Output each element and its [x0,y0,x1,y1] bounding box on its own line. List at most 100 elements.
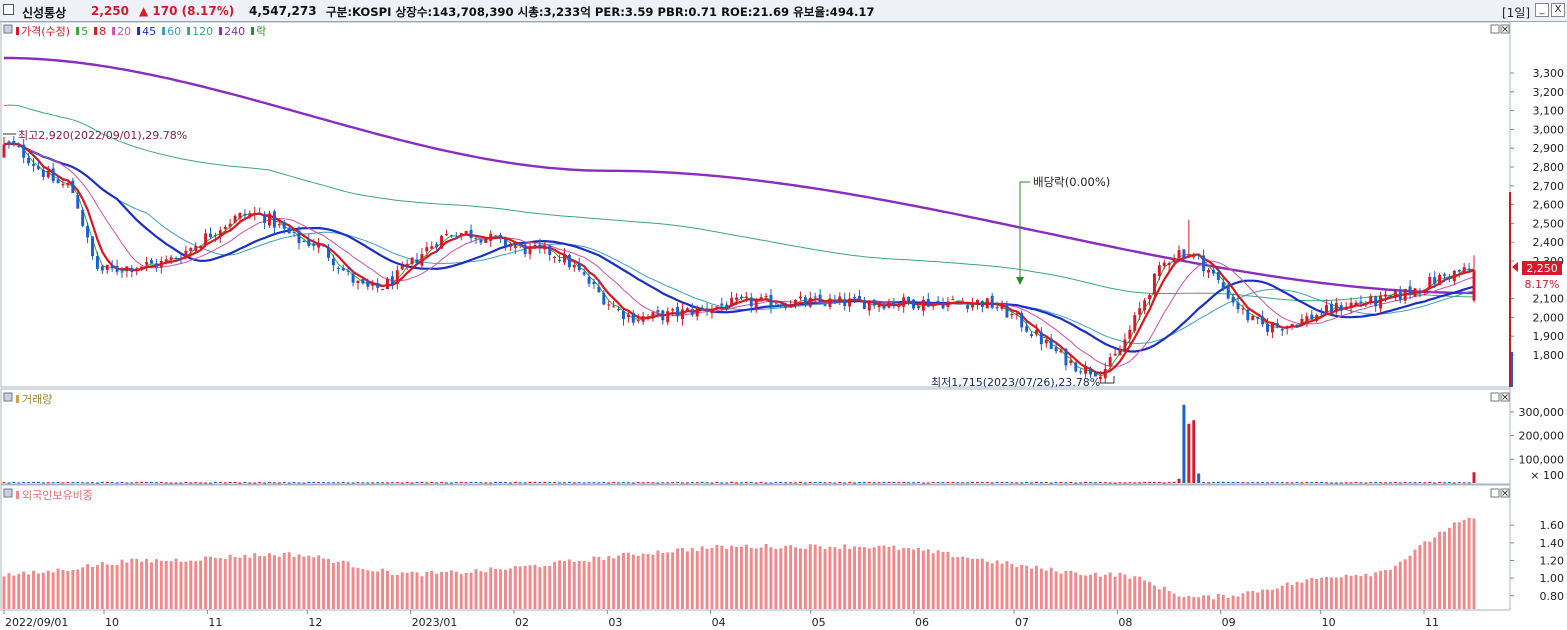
volume-bar [774,482,778,484]
candle-body [572,265,576,268]
foreign-ratio-bar [1364,573,1368,609]
volume-bar [105,481,109,483]
volume-bar [115,482,119,484]
panel-close-icon[interactable] [1500,488,1510,498]
candle-body [179,258,183,260]
foreign-ratio-bar [990,563,994,609]
volume-bar [1059,481,1063,483]
candle-body [1079,371,1083,373]
foreign-tick-label: 1.40 [1540,537,1565,550]
panel-menu-icon[interactable] [3,392,13,402]
foreign-ratio-bar [739,546,743,609]
candle-body [297,230,301,244]
foreign-ratio-bar [1089,574,1092,609]
candle-body [366,280,370,287]
candle-body [287,227,291,234]
candle [1270,322,1274,338]
foreign-ratio-bar [872,547,876,609]
candle [184,245,188,260]
foreign-ratio-bar [1374,572,1378,609]
candle-body [936,300,940,303]
foreign-ratio-bar [562,561,566,609]
candle [233,214,237,224]
candle [435,241,439,253]
candle-body [135,268,139,270]
volume-bar [1138,482,1142,484]
candle-body [612,306,616,308]
candle-body [1315,315,1319,321]
candle-body [528,246,532,255]
volume-bar [110,482,114,484]
foreign-ratio-bar [848,548,852,609]
candle-body [1020,312,1024,328]
volume-bar [636,482,640,484]
foreign-ratio-bar [607,556,611,609]
foreign-ratio-bar [1359,576,1363,609]
candle-body [445,234,448,236]
volume-bar [22,482,26,484]
volume-bar [1364,482,1368,484]
panel-menu-icon[interactable] [3,24,13,34]
candle [671,307,675,317]
foreign-ratio-bar [1236,596,1240,609]
candle [228,218,232,231]
candle-body [86,225,90,238]
checkbox[interactable] [3,4,14,15]
volume-bar [1172,481,1176,483]
panel-close-icon[interactable] [1500,24,1510,34]
stock-chart[interactable]: 가격(수정) 5 8 20 45 60 120 240 락 최고2,920(2022/09/01… [0,22,1567,630]
volume-bar [184,481,188,483]
foreign-ratio-bar [1034,565,1038,609]
candle [828,293,832,310]
volume-bar [1447,482,1451,484]
candle [479,238,483,246]
candle-body [1423,289,1427,292]
panel-close-icon[interactable] [1500,392,1510,402]
foreign-ratio-bar [489,567,493,609]
candle [86,222,90,244]
volume-bar [307,481,311,483]
candle-body [1025,326,1029,332]
candle [420,248,424,269]
volume-bars [2,404,1476,484]
current-price-badge [1522,261,1562,275]
foreign-ratio-bar [1020,564,1024,609]
stock-info: 구분:KOSPI 상장수:143,708,390 시총:3,233억 PER:3… [326,5,875,19]
candle [22,138,26,164]
candle-body [558,259,562,261]
volume-bar [135,482,139,484]
minimize-button[interactable]: _ [1535,3,1549,17]
foreign-ratio-bar [351,567,355,609]
panel-menu-icon[interactable] [3,488,13,498]
foreign-ratio-bar [1369,576,1373,609]
panel-maximize-icon[interactable] [1490,392,1500,402]
candle-body [56,179,60,183]
candle [1384,288,1387,302]
candle [872,299,876,309]
foreign-ratio-bar [749,548,753,609]
candle [459,232,463,241]
foreign-ratio-bar [1241,593,1245,609]
candle [592,278,596,289]
candle-body [189,248,193,251]
volume-tick-label: 200,000 [1519,430,1565,443]
candle [1408,280,1412,300]
candle-body [1433,277,1437,284]
candle [307,233,311,248]
candle-body [292,231,296,233]
candle-body [494,235,498,237]
candle-body [1236,302,1240,310]
candle-body [1325,305,1328,313]
close-button[interactable]: X [1551,3,1565,17]
foreign-ratio-bar [700,546,704,609]
candle-body [808,297,812,307]
panel-maximize-icon[interactable] [1490,24,1500,34]
period-label[interactable]: [1일] [1502,6,1531,20]
candle-body [1044,339,1048,344]
candle-body [1108,357,1112,367]
foreign-ratio-bar [936,550,940,609]
foreign-ratio-bar [1344,574,1348,609]
foreign-ratio-bar [921,550,925,609]
panel-maximize-icon[interactable] [1490,488,1500,498]
volume-bar [838,482,842,484]
